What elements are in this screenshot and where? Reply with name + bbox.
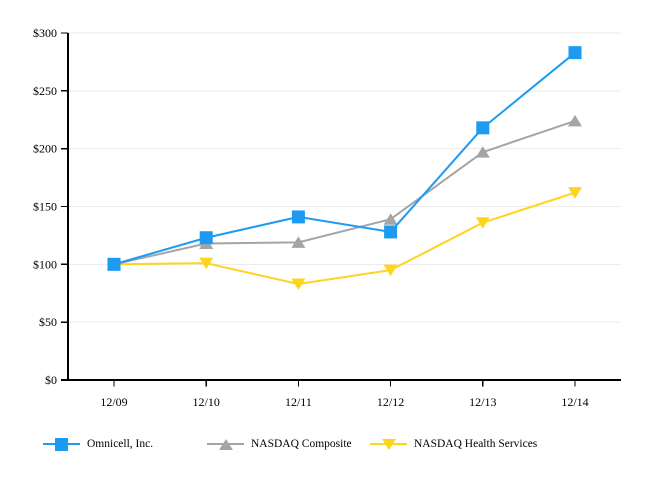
x-axis-label: 12/14 <box>561 395 588 409</box>
nasdaq-composite-point-12-13 <box>475 146 490 158</box>
omnicell-inc-point-12-14 <box>568 46 582 60</box>
series-line-nasdaq-health-services <box>113 191 576 285</box>
legend-item-nasdaq-composite: NASDAQ Composite <box>207 436 352 452</box>
legend-label-omnicell: Omnicell, Inc. <box>87 438 154 450</box>
y-axis-label: $50 <box>39 315 57 329</box>
nasdaq-health-services-point-12-11 <box>291 278 306 290</box>
triangle-down-marker-icon <box>381 438 396 450</box>
omnicell-inc-point-12-10 <box>199 231 213 245</box>
series-line-nasdaq-composite <box>113 119 576 266</box>
nasdaq-health-services-point-12-12 <box>383 264 398 277</box>
x-axis-label: 12/13 <box>469 395 496 409</box>
nasdaq-composite-triangle-marker-icon <box>207 438 244 451</box>
nasdaq-health-services-point-12-13 <box>475 217 490 229</box>
legend-item-nasdaq-health-services: NASDAQ Health Services <box>370 436 537 452</box>
legend-item-omnicell: Omnicell, Inc. <box>43 436 153 452</box>
legend-label-nasdaq-health-services: NASDAQ Health Services <box>414 438 538 450</box>
omnicell-inc-point-12-12 <box>384 225 398 239</box>
y-axis-label: $200 <box>33 142 57 156</box>
y-axis-label: $100 <box>33 257 57 271</box>
nasdaq-health-services-point-12-10 <box>199 257 214 270</box>
y-axis-label: $300 <box>33 26 57 40</box>
omnicell-inc-point-12-09 <box>107 257 121 271</box>
chart-legend: Omnicell, Inc. NASDAQ Composite NASDAQ H… <box>0 436 654 454</box>
nasdaq-composite-point-12-12 <box>383 213 398 225</box>
nasdaq-composite-point-12-11 <box>291 236 306 248</box>
x-axis-label: 12/10 <box>193 395 220 409</box>
x-axis-label: 12/09 <box>100 395 127 409</box>
omnicell-square-marker-icon <box>43 437 80 451</box>
y-axis-label: $150 <box>33 200 57 214</box>
omnicell-inc-point-12-11 <box>291 210 305 224</box>
nasdaq-health-triangle-down-marker-icon <box>370 438 407 451</box>
triangle-up-marker-icon <box>218 438 233 450</box>
nasdaq-composite-point-12-14 <box>568 114 582 127</box>
x-axis-label: 12/11 <box>285 395 312 409</box>
omnicell-inc-point-12-13 <box>476 121 490 135</box>
y-axis-label: $0 <box>45 373 57 387</box>
legend-label-nasdaq-composite: NASDAQ Composite <box>251 438 352 450</box>
nasdaq-health-services-point-12-14 <box>568 187 582 199</box>
series-line-omnicell-inc <box>113 51 576 266</box>
square-marker-icon <box>55 437 68 451</box>
y-axis-label: $250 <box>33 84 57 98</box>
x-axis-label: 12/12 <box>377 395 404 409</box>
